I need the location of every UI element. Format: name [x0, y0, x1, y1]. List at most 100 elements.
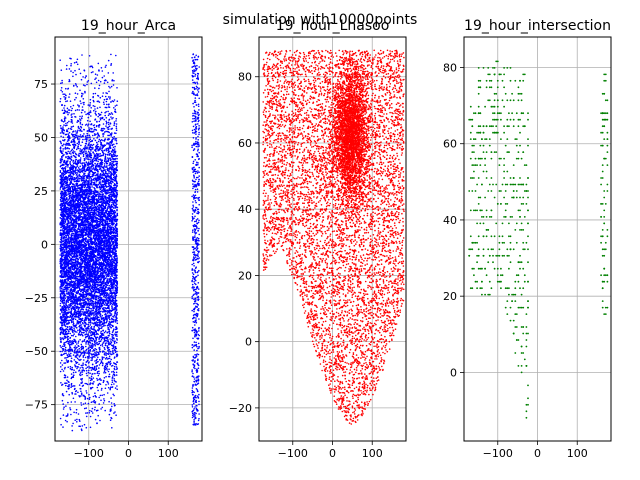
arca-point: [107, 334, 110, 337]
arca-point: [89, 396, 91, 399]
arca-point: [69, 408, 72, 411]
arca-point: [91, 412, 94, 414]
arca-point: [109, 224, 111, 227]
arca-point: [91, 363, 94, 366]
arca-point: [103, 370, 106, 373]
arca-point: [71, 343, 73, 346]
arca-point: [72, 334, 74, 337]
arca-point: [64, 348, 67, 351]
arca-point: [70, 153, 72, 155]
arca-point: [109, 353, 112, 355]
arca-point: [78, 369, 81, 372]
arca-point: [85, 415, 88, 418]
arca-point: [73, 411, 75, 414]
arca-point: [72, 161, 74, 163]
arca-point: [76, 175, 79, 177]
arca-point: [94, 257, 97, 260]
arca-point: [80, 290, 82, 293]
arca-point: [62, 121, 65, 123]
arca-point: [83, 211, 86, 213]
arca-point: [74, 69, 76, 72]
arca-point: [107, 328, 110, 330]
arca-point: [64, 357, 66, 359]
arca-point: [75, 148, 78, 151]
arca-point: [90, 410, 93, 413]
arca-point: [88, 365, 90, 368]
arca-point: [93, 153, 96, 155]
arca-point: [82, 362, 84, 365]
arca-point: [64, 362, 67, 364]
arca-point: [104, 387, 107, 390]
arca-point: [88, 331, 90, 333]
arca-point: [94, 92, 97, 95]
arca-point: [60, 127, 63, 130]
arca-point: [76, 331, 78, 333]
arca-point: [108, 164, 110, 167]
arca-point: [68, 109, 71, 111]
arca-point: [72, 422, 74, 425]
arca-point: [101, 191, 103, 194]
arca-point: [102, 123, 105, 125]
arca-point: [92, 167, 95, 169]
arca-point: [67, 87, 70, 90]
arca-point: [110, 179, 113, 181]
arca-point: [61, 79, 63, 82]
arca-point: [59, 280, 61, 283]
arca-point: [85, 367, 87, 370]
arca-point: [103, 303, 106, 306]
arca-point: [83, 266, 85, 269]
arca-point: [64, 337, 66, 340]
arca-point: [68, 326, 71, 328]
arca-point: [79, 148, 82, 150]
arca-point: [99, 344, 102, 347]
arca-point: [109, 360, 112, 363]
arca-point: [105, 125, 107, 127]
arca-point: [75, 61, 78, 63]
arca-point: [81, 123, 84, 126]
arca-point: [92, 143, 95, 146]
arca-point: [88, 321, 90, 324]
arca-point: [107, 123, 110, 126]
arca-point: [112, 207, 115, 209]
arca-point: [105, 274, 107, 276]
arca-point: [88, 178, 91, 180]
arca-point: [111, 138, 114, 141]
arca-point: [80, 390, 82, 393]
arca-point: [82, 169, 84, 171]
arca-point: [79, 123, 82, 125]
arca-point: [85, 188, 88, 191]
arca-point: [98, 346, 101, 349]
arca-point: [60, 161, 62, 164]
arca-point: [109, 292, 111, 294]
arca-point: [63, 288, 66, 291]
arca-point: [110, 386, 112, 389]
arca-point: [80, 213, 83, 215]
arca-point: [80, 309, 82, 311]
arca-point: [110, 214, 113, 217]
arca-point: [77, 329, 79, 332]
arca-point: [109, 338, 111, 340]
arca-point: [67, 330, 70, 332]
arca-point: [93, 293, 96, 295]
arca-point: [92, 395, 95, 398]
arca-point: [80, 404, 83, 406]
arca-point: [86, 132, 88, 135]
arca-point: [80, 102, 82, 105]
arca-point: [84, 288, 86, 291]
arca-point: [110, 362, 112, 365]
arca-point: [74, 83, 77, 85]
arca-point: [103, 103, 105, 105]
arca-point: [62, 408, 65, 410]
arca-point: [82, 76, 84, 78]
arca-point: [73, 180, 76, 183]
arca-point: [103, 174, 105, 177]
arca-point: [84, 144, 87, 147]
arca-point: [61, 359, 63, 362]
arca-point: [105, 106, 108, 109]
arca-point: [100, 389, 103, 391]
arca-point: [76, 109, 79, 111]
arca-point: [113, 79, 115, 82]
arca-point: [63, 286, 66, 289]
arca-point: [108, 351, 110, 353]
